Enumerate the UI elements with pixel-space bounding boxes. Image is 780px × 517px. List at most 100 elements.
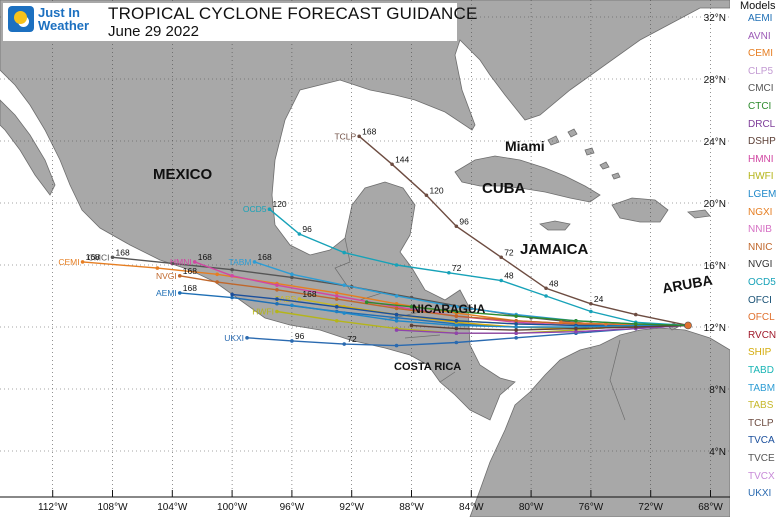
lon-label: 92°W <box>339 502 364 513</box>
legend-item-ngxi: NGXI <box>748 206 773 218</box>
track-model-tag: CMCI <box>88 252 110 262</box>
track-point <box>275 297 279 301</box>
label-miami: Miami <box>505 138 545 154</box>
hour-label: 168 <box>116 247 130 257</box>
track-point <box>394 328 399 332</box>
legend-item-avni: AVNI <box>748 30 771 42</box>
hour-label: 48 <box>549 278 559 288</box>
legend-item-tvcx: TVCX <box>748 470 775 482</box>
track-point <box>334 294 339 298</box>
forecast-tracks: 24487296120144168TCLP487296120OCD5168CMC… <box>58 126 692 348</box>
mexico-guatemala-border <box>334 237 351 291</box>
track-point <box>364 300 369 305</box>
lon-label: 104°W <box>157 502 188 513</box>
track-ocd5: 48 72 96 120 OCD5 <box>243 199 690 328</box>
colombia-venezuela-border <box>609 339 626 421</box>
track-point <box>454 224 459 229</box>
label-jamaica: JAMAICA <box>520 241 589 258</box>
track-point <box>514 314 518 318</box>
legend-item-ukxi: UKXI <box>748 488 772 500</box>
track-point <box>290 275 294 280</box>
north-america-land <box>0 0 730 421</box>
hour-label: 168 <box>183 283 197 293</box>
hour-label: 72 <box>504 247 514 257</box>
legend-item-clp5: CLP5 <box>748 65 774 77</box>
track-point <box>574 319 578 323</box>
track-point <box>275 309 279 314</box>
track-point <box>544 294 548 298</box>
legend-item-tvce: TVCE <box>748 453 775 464</box>
track-model-tag: UKXI <box>224 333 244 343</box>
lat-lon-grid <box>0 0 730 496</box>
track-point <box>559 320 563 325</box>
legend-item-hmni: HMNI <box>748 153 774 165</box>
lat-label: 4°N <box>709 447 726 458</box>
track-model-tag: CEMI <box>58 257 79 267</box>
track-point <box>334 297 339 301</box>
brand-line-1: Just In <box>38 5 80 20</box>
track-point <box>334 319 339 323</box>
legend-item-ship: SHIP <box>748 347 772 359</box>
legend-item-tabm: TABM <box>748 382 776 394</box>
cuba-island <box>454 155 601 203</box>
lat-label: 32°N <box>704 13 726 24</box>
track-point <box>409 305 414 309</box>
brand-line-2: Weather <box>38 18 90 33</box>
track-point <box>454 323 459 328</box>
track-point <box>342 250 347 255</box>
track-point <box>394 343 399 348</box>
track-point <box>230 292 234 297</box>
lat-label: 20°N <box>704 199 726 210</box>
legend-item-nvgi: NVGI <box>748 259 773 271</box>
track-model-tag: TABM <box>229 257 252 267</box>
legend-item-nnib: NNIB <box>748 224 772 236</box>
track-model-tag: OCD5 <box>243 204 267 214</box>
track-point <box>290 303 294 308</box>
puerto-rico-island <box>687 209 711 219</box>
track-point <box>633 325 638 329</box>
brand-logo-block: Just In Weather <box>8 6 89 32</box>
track-point <box>252 260 257 264</box>
legend-item-tabs: TABS <box>748 400 774 412</box>
legend-item-cemi: CEMI <box>748 48 773 60</box>
track-point <box>297 297 302 301</box>
track-point <box>454 319 459 323</box>
legend-item-drcl: DRCL <box>748 118 776 130</box>
track-point <box>342 311 347 315</box>
hour-label: 72 <box>347 334 357 344</box>
land-layer <box>0 0 730 517</box>
track-point <box>342 342 347 346</box>
legend-item-ofci: OFCI <box>748 294 772 306</box>
legend-item-nnic: NNIC <box>748 241 773 253</box>
title-box <box>3 3 457 41</box>
track-nnic <box>394 323 690 336</box>
legend-item-dshp: DSHP <box>748 136 776 148</box>
track-point <box>275 283 279 287</box>
track-point <box>394 306 399 311</box>
legend-item-ocd5: OCD5 <box>748 277 776 288</box>
hour-label: 96 <box>302 224 312 234</box>
track-point <box>633 312 638 317</box>
track-model-tag: TABS <box>275 294 297 304</box>
lon-label: 88°W <box>399 502 424 513</box>
track-point <box>409 323 414 328</box>
track-point <box>297 232 302 236</box>
legend-item-hwfi: HWFI <box>748 171 774 183</box>
lat-label: 8°N <box>709 385 726 396</box>
track-point <box>394 294 399 298</box>
lat-label: 16°N <box>704 261 726 272</box>
track-point <box>633 322 638 326</box>
track-point <box>589 301 593 306</box>
hour-label: 168 <box>302 289 316 299</box>
track-point <box>514 328 518 332</box>
hour-label: 120 <box>272 199 286 209</box>
label-cuba: CUBA <box>482 180 526 197</box>
hour-label: 168 <box>86 252 100 262</box>
hour-label: 120 <box>429 185 443 195</box>
track-point <box>514 325 518 329</box>
track-point <box>454 314 459 318</box>
track-model-tag: HMNI <box>170 257 192 267</box>
legend-item-ctci: CTCI <box>748 101 772 112</box>
legend-title: Models <box>740 0 776 12</box>
track-point <box>110 255 115 260</box>
